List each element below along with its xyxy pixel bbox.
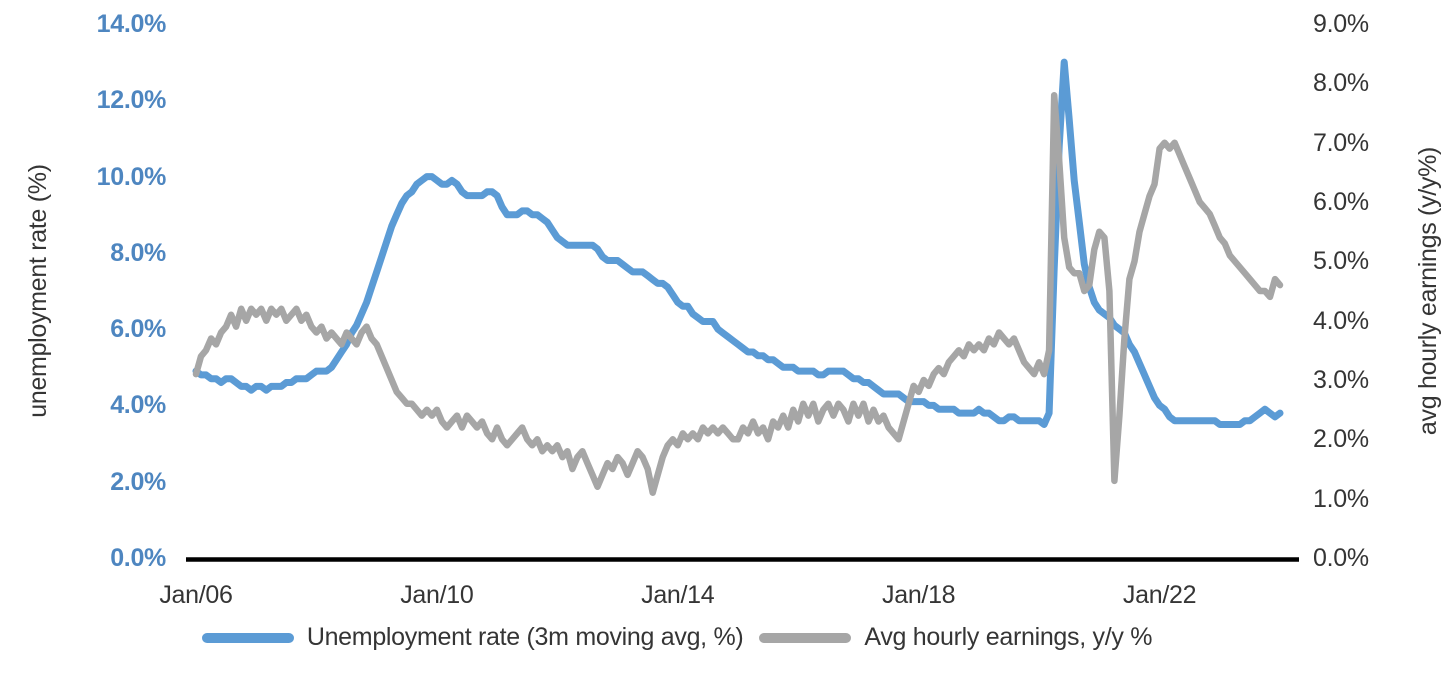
x-axis-tick-label: Jan/22 xyxy=(1122,581,1197,609)
right-axis-tick-label: 8.0% xyxy=(1313,69,1369,98)
right-axis-tick-label: 5.0% xyxy=(1313,247,1369,276)
right-axis-tick-label: 0.0% xyxy=(1313,544,1369,572)
right-axis-tick-label: 1.0% xyxy=(1313,484,1369,513)
right-axis-tick-label: 6.0% xyxy=(1313,188,1369,216)
legend: Unemployment rate (3m moving avg, %) Avg … xyxy=(0,623,1354,652)
legend-label: Unemployment rate (3m moving avg, %) xyxy=(306,623,744,651)
left-axis-tick-label: 4.0% xyxy=(110,391,166,420)
series-lines xyxy=(192,58,1284,496)
x-axis-tick-label: Jan/10 xyxy=(400,581,474,609)
unemployment-legend-swatch xyxy=(201,632,294,643)
legend-item: Avg hourly earnings, y/y % xyxy=(759,623,1152,652)
right-axis-tick-label: 9.0% xyxy=(1313,10,1369,38)
x-axis-tick-label: Jan/18 xyxy=(882,581,956,609)
right-axis-tick-label: 4.0% xyxy=(1313,306,1369,335)
right-axis-tick-label: 3.0% xyxy=(1313,366,1369,394)
unemployment-rate-line xyxy=(192,58,1284,428)
left-axis-tick-label: 6.0% xyxy=(110,315,166,344)
left-axis-tick-label: 0.0% xyxy=(110,544,166,572)
earnings-legend-swatch xyxy=(759,632,852,643)
left-axis-tick-label: 14.0% xyxy=(96,10,167,38)
right-axis-tick-label: 2.0% xyxy=(1313,425,1369,454)
left-axis-tick-label: 12.0% xyxy=(96,86,167,115)
left-axis-tick-label: 10.0% xyxy=(96,162,167,191)
left-axis-tick-label: 2.0% xyxy=(110,467,166,496)
legend-label: Avg hourly earnings, y/y % xyxy=(864,623,1153,651)
legend-item: Unemployment rate (3m moving avg, %) xyxy=(201,623,744,652)
x-axis-tick-label: Jan/14 xyxy=(641,581,715,609)
left-axis-tick-label: 8.0% xyxy=(110,238,166,267)
avg-hourly-earnings-line xyxy=(192,91,1284,496)
right-axis-tick-label: 7.0% xyxy=(1313,128,1369,157)
x-axis-tick-label: Jan/06 xyxy=(159,581,233,609)
